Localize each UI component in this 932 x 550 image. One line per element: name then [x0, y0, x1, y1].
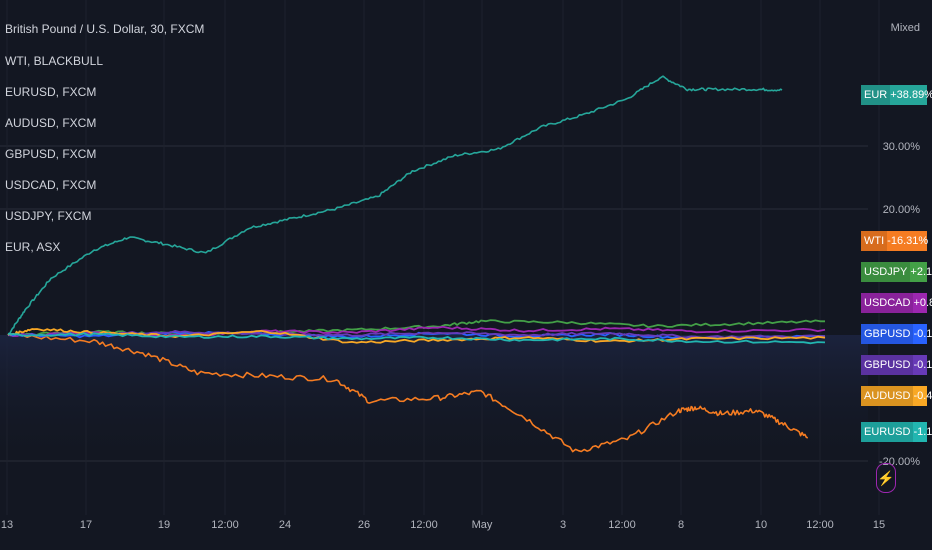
x-tick-label: 8 — [678, 519, 684, 531]
x-tick-label: 15 — [873, 519, 885, 531]
y-tick-label: 20.00% — [883, 204, 921, 216]
last-value-tag-wti: WTI -16.31% — [861, 231, 929, 251]
x-tick-label: 12:00 — [211, 519, 239, 531]
x-tick-label: 26 — [358, 519, 370, 531]
lightning-icon[interactable]: ⚡ — [876, 463, 896, 493]
tag-percent: +0.83% — [913, 297, 932, 309]
tag-symbol: AUDUSD — [861, 386, 914, 406]
x-tick-label: 12:00 — [410, 519, 438, 531]
tag-symbol: GBPUSD — [861, 324, 914, 344]
legend-item-usdcad[interactable]: USDCAD, FXCM — [5, 178, 97, 192]
last-value-tag-gbpusd: GBPUSD-0.19% — [861, 355, 932, 375]
series-line-wti — [7, 332, 809, 453]
x-tick-label: 3 — [560, 519, 566, 531]
tag-percent: +38.89% — [890, 89, 932, 101]
tag-symbol: EURUSD — [861, 422, 914, 442]
x-tick-label: 10 — [755, 519, 767, 531]
legend-item-wti[interactable]: WTI, BLACKBULL — [5, 54, 104, 68]
x-axis: 13 17 19 12:00 24 26 12:00 May 3 12:00 8 10 12:00 15 — [1, 519, 885, 531]
legend-item-gbpusd[interactable]: GBPUSD, FXCM — [5, 147, 97, 161]
negative-area-shade — [0, 335, 868, 465]
series-line-eur — [7, 75, 783, 336]
symbol-title: British Pound / U.S. Dollar, 30, FXCM — [5, 22, 205, 36]
tag-symbol: USDJPY — [861, 262, 911, 282]
last-value-tag-eur: EUR +38.89% — [861, 85, 932, 105]
tag-percent: +2.17% — [910, 266, 932, 278]
series-layer — [7, 75, 826, 453]
tag-symbol: USDCAD — [861, 293, 914, 313]
series-line-audusd — [7, 328, 826, 344]
series-line-eurusd — [7, 332, 826, 345]
last-value-tag-gbpusd: GBPUSD-0.19% — [861, 324, 932, 344]
tag-symbol: WTI — [861, 231, 888, 251]
tag-percent: -0.19% — [913, 328, 932, 340]
x-tick-label: 12:00 — [608, 519, 636, 531]
y-tick-label: 30.00% — [883, 141, 921, 153]
x-tick-label: 17 — [80, 519, 92, 531]
legend-item-audusd[interactable]: AUDUSD, FXCM — [5, 116, 97, 130]
x-tick-label: 12:00 — [806, 519, 834, 531]
legend-item-usdjpy[interactable]: USDJPY, FXCM — [5, 209, 92, 223]
legend: WTI, BLACKBULL EURUSD, FXCM AUDUSD, FXCM… — [5, 53, 103, 270]
last-value-tag-audusd: AUDUSD-0.43% — [861, 386, 932, 406]
tag-percent: -16.31% — [887, 235, 929, 247]
legend-item-eur[interactable]: EUR, ASX — [5, 240, 61, 254]
series-line-gbpusd — [7, 329, 826, 339]
tag-percent: -1.18% — [913, 426, 932, 438]
last-value-tag-eurusd: EURUSD-1.18% — [861, 422, 932, 442]
tag-percent: -0.43% — [913, 390, 932, 402]
x-tick-label: May — [472, 519, 493, 531]
tag-percent: -0.19% — [913, 359, 932, 371]
x-tick-label: 13 — [1, 519, 13, 531]
tag-symbol: EUR — [861, 85, 891, 105]
x-tick-label: 24 — [279, 519, 291, 531]
x-tick-label: 19 — [158, 519, 170, 531]
scale-mode-label[interactable]: Mixed — [890, 22, 920, 34]
legend-item-eurusd[interactable]: EURUSD, FXCM — [5, 85, 97, 99]
last-value-tag-usdjpy: USDJPY+2.17% — [861, 262, 932, 282]
tag-symbol: GBPUSD — [861, 355, 914, 375]
last-value-tag-usdcad: USDCAD+0.83% — [861, 293, 932, 313]
